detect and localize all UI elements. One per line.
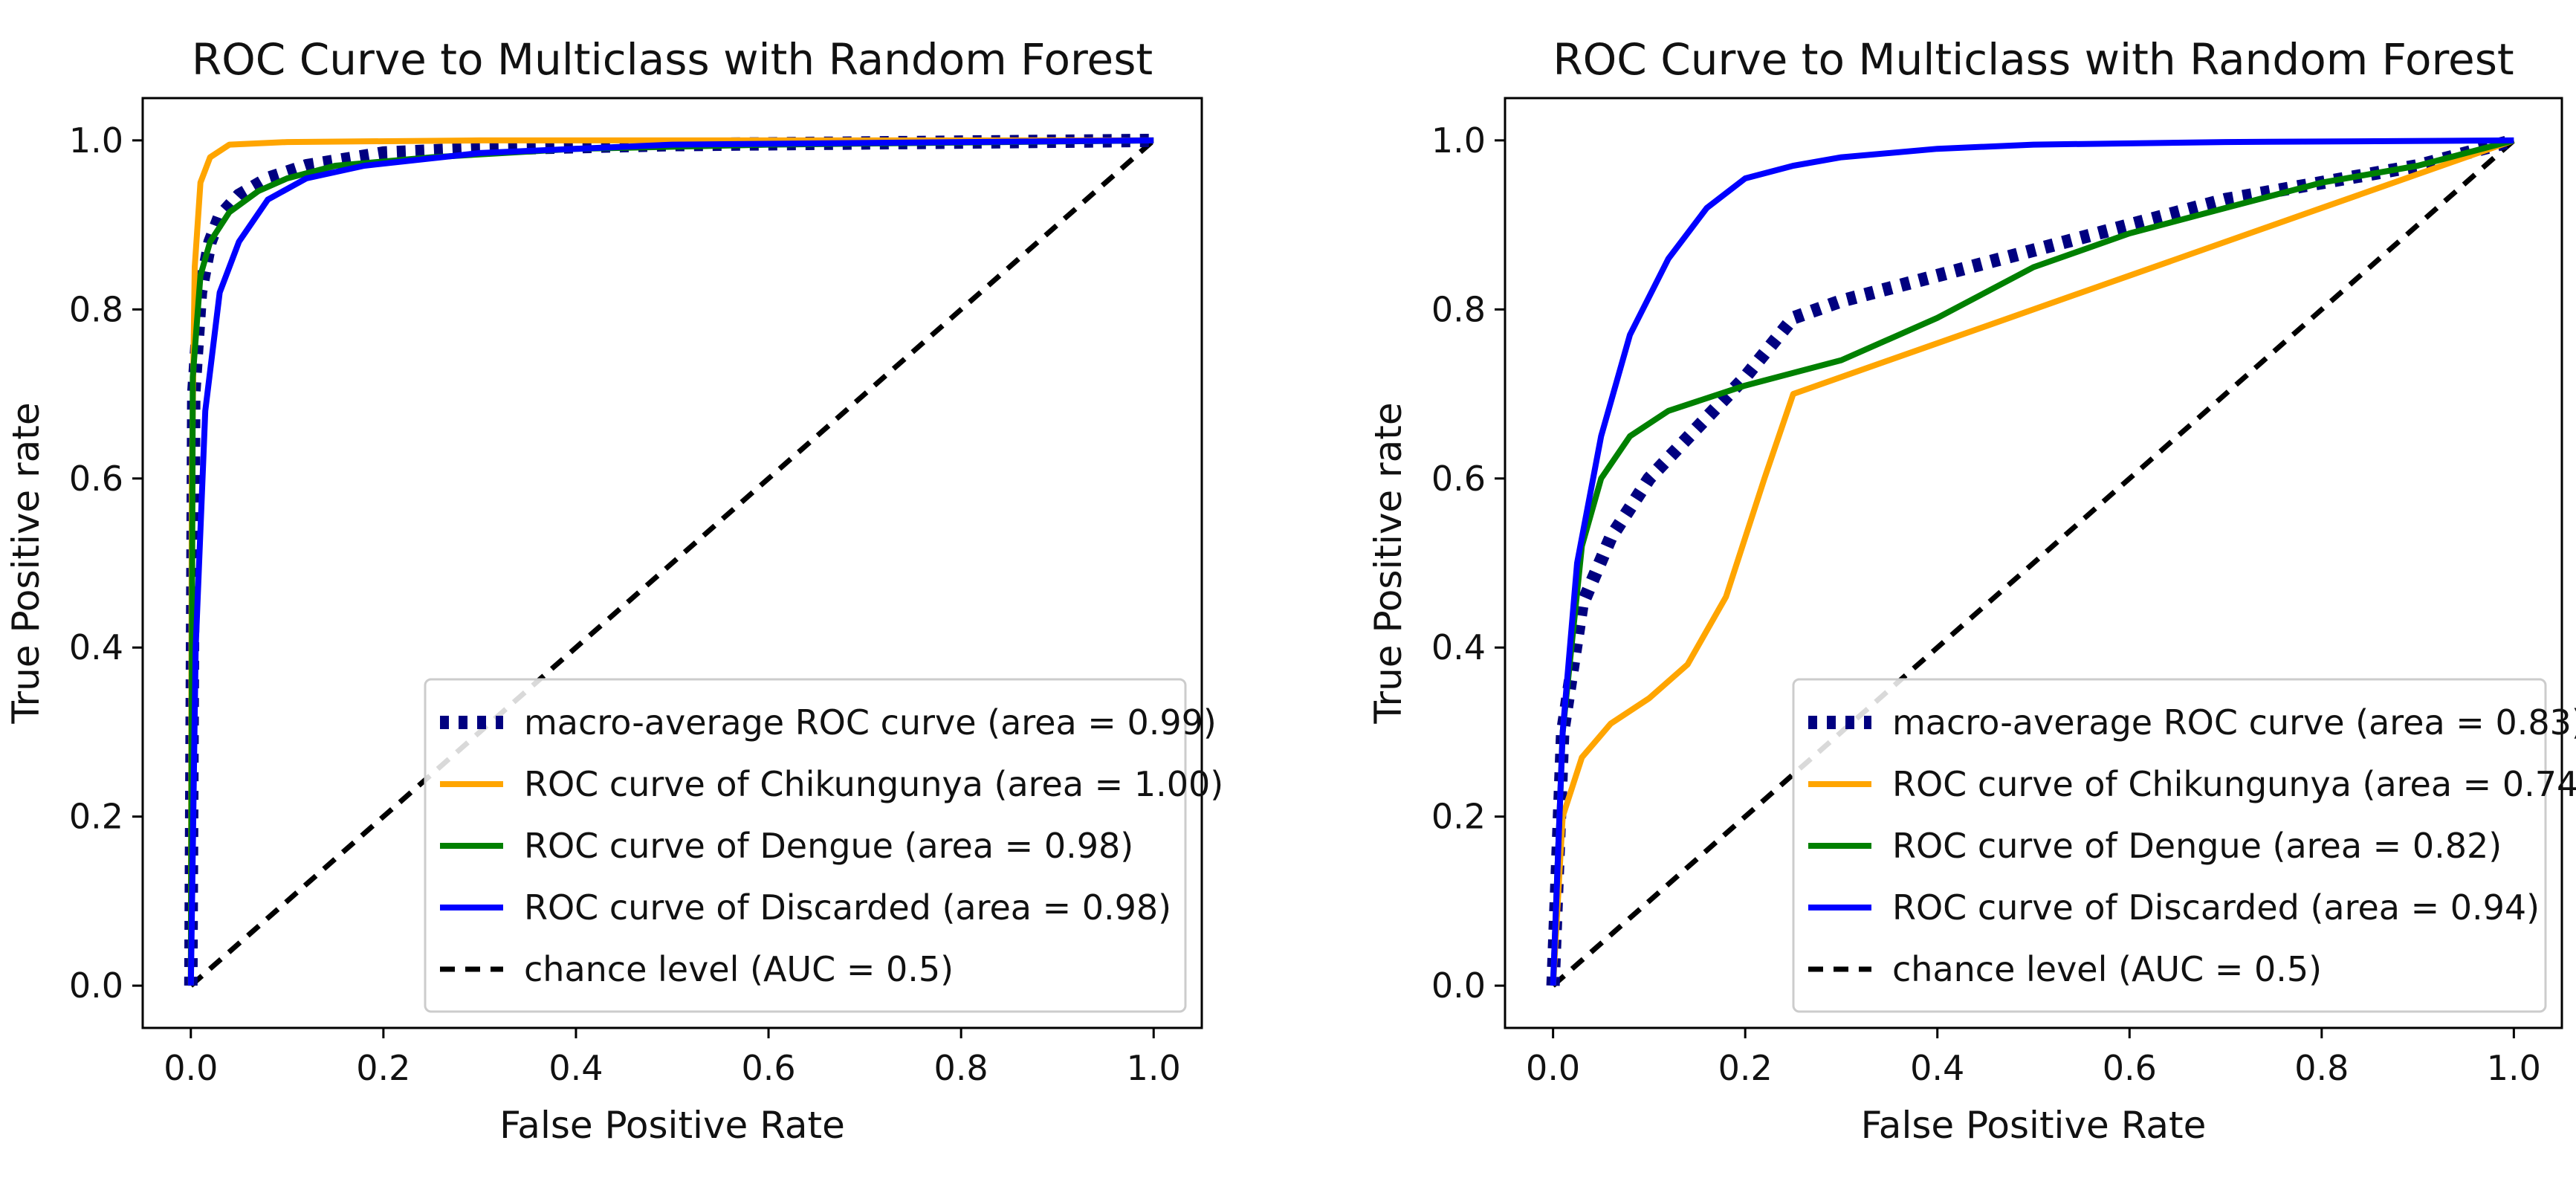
x-tick-label: 0.6 — [2103, 1048, 2157, 1088]
legend-entry: ROC curve of Dengue (area = 0.98) — [524, 826, 1133, 866]
legend-entry: chance level (AUC = 0.5) — [524, 949, 954, 989]
legend-box — [424, 678, 1187, 1013]
x-axis-label: False Positive Rate — [499, 1104, 845, 1147]
series-line-1 — [1546, 134, 2516, 986]
series-line-5 — [1551, 138, 2516, 988]
series-line-3 — [1550, 138, 2515, 986]
x-tick-label: 0.6 — [741, 1048, 795, 1088]
legend-entry: ROC curve of Dengue (area = 0.82) — [1892, 826, 2502, 866]
x-tick-label: 0.0 — [1526, 1048, 1580, 1088]
plot-frame — [1504, 97, 2563, 1029]
legend-entry: macro-average ROC curve (area = 0.83) — [1892, 702, 2576, 743]
legend: macro-average ROC curve (area = 0.99) ROC… — [424, 678, 1223, 1013]
legend-entry: ROC curve of Discarded (area = 0.98) — [524, 887, 1171, 928]
series-line-4 — [187, 137, 1154, 986]
series-group — [184, 133, 1156, 988]
chart-panel-1: ROC Curve to Multiclass with Random Fore… — [4, 34, 1223, 1147]
legend-entry: chance level (AUC = 0.5) — [1892, 949, 2322, 989]
x-tick-label: 1.0 — [2487, 1048, 2541, 1088]
chart-title: ROC Curve to Multiclass with Random Fore… — [192, 34, 1153, 85]
x-tick-label: 0.8 — [934, 1048, 988, 1088]
legend: macro-average ROC curve (area = 0.83) ROC… — [1792, 678, 2576, 1013]
y-tick-label: 0.4 — [69, 627, 123, 667]
x-axis-label: False Positive Rate — [1861, 1104, 2207, 1147]
legend-entry: ROC curve of Discarded (area = 0.94) — [1892, 887, 2540, 928]
chart-panel-2: ROC Curve to Multiclass with Random Fore… — [1367, 34, 2576, 1147]
y-tick-label: 0.6 — [69, 459, 123, 499]
x-tick-label: 0.0 — [164, 1048, 218, 1088]
x-tick-label: 0.8 — [2294, 1048, 2349, 1088]
series-line-2 — [1550, 138, 2515, 986]
legend-entry: ROC curve of Chikungunya (area = 0.74) — [1892, 764, 2576, 804]
x-tick-label: 0.2 — [356, 1048, 410, 1088]
y-tick-label: 0.0 — [1431, 965, 1486, 1006]
y-tick-label: 0.8 — [1431, 289, 1486, 329]
y-tick-label: 0.8 — [69, 289, 123, 329]
y-tick-label: 0.2 — [69, 797, 123, 837]
legend-box — [1792, 678, 2547, 1013]
y-tick-label: 1.0 — [1431, 120, 1486, 161]
y-axis-label: True Positive rate — [1367, 402, 1410, 724]
x-tick-label: 1.0 — [1127, 1048, 1181, 1088]
legend-entry: ROC curve of Chikungunya (area = 1.00) — [524, 764, 1223, 804]
chart-title: ROC Curve to Multiclass with Random Fore… — [1553, 34, 2514, 85]
y-tick-label: 0.6 — [1431, 459, 1486, 499]
y-tick-label: 1.0 — [69, 120, 123, 161]
x-tick-label: 0.4 — [548, 1048, 603, 1088]
y-axis-label: True Positive rate — [4, 402, 48, 724]
series-line-5 — [189, 138, 1156, 988]
y-tick-label: 0.4 — [1431, 627, 1486, 667]
series-group — [1546, 134, 2516, 988]
y-tick-label: 0.2 — [1431, 797, 1486, 837]
series-line-4 — [1550, 137, 2514, 986]
x-tick-label: 0.2 — [1718, 1048, 1773, 1088]
legend-entry: macro-average ROC curve (area = 0.99) — [524, 702, 1217, 743]
plot-frame — [141, 97, 1203, 1029]
y-tick-label: 0.0 — [69, 965, 123, 1006]
x-tick-label: 0.4 — [1910, 1048, 1964, 1088]
